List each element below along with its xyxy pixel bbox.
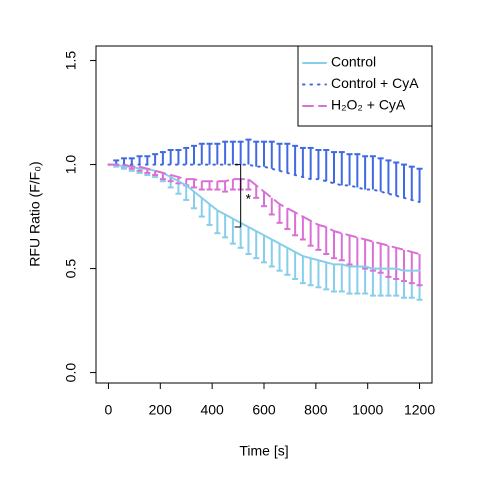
- x-tick-label: 1000: [352, 402, 383, 418]
- x-tick-label: 400: [200, 402, 224, 418]
- legend-box: [297, 45, 433, 127]
- legend-label: Control + CyA: [331, 75, 419, 91]
- legend-label: H₂O₂ + CyA: [331, 97, 406, 113]
- x-tick-label: 800: [304, 402, 328, 418]
- x-tick-label: 200: [149, 402, 173, 418]
- y-axis-label: RFU Ratio (F/F₀): [27, 161, 43, 266]
- significance-label: *: [246, 190, 252, 206]
- y-tick-label: 1.0: [63, 155, 79, 175]
- x-tick-label: 0: [105, 402, 113, 418]
- legend-label: Control: [331, 54, 376, 70]
- x-tick-label: 1200: [404, 402, 435, 418]
- y-tick-label: 0.0: [63, 363, 79, 383]
- series-line: [107, 163, 421, 204]
- series-line: [107, 163, 421, 256]
- y-tick-label: 0.5: [63, 259, 79, 279]
- x-axis-label: Time [s]: [239, 443, 288, 459]
- y-tick-label: 1.5: [63, 51, 79, 71]
- x-tick-label: 600: [252, 402, 276, 418]
